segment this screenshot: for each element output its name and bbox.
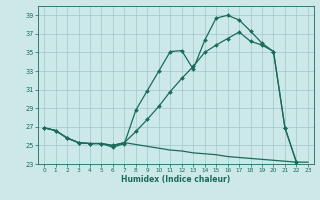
X-axis label: Humidex (Indice chaleur): Humidex (Indice chaleur): [121, 175, 231, 184]
